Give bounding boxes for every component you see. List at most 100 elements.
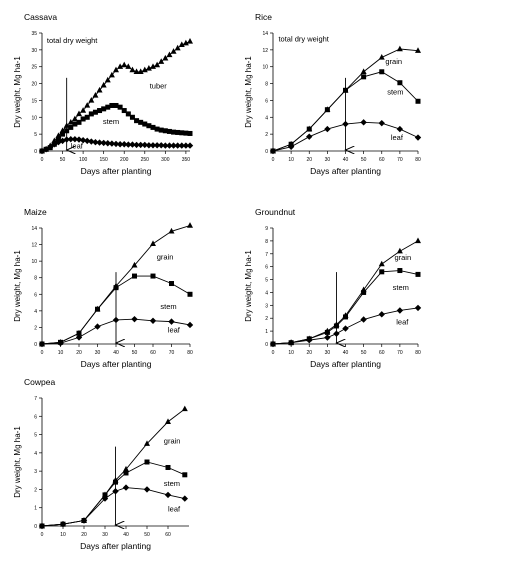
- cassava-leaf-point: [141, 141, 148, 149]
- cassava-leaf-point: [51, 141, 58, 148]
- rice-x-tick-label: 40: [343, 157, 349, 163]
- cowpea-leaf-point: [112, 488, 119, 495]
- cowpea-y-tick-label: 3: [34, 469, 37, 475]
- cowpea-leaf-point: [122, 484, 130, 491]
- cowpea-leaf-point: [143, 486, 151, 493]
- cassava-x-tick-label: 0: [41, 157, 44, 163]
- cassava-leaf-point: [174, 142, 181, 149]
- rice-y-tick-label: 6: [265, 98, 268, 104]
- cowpea-y-tick-label: 1: [34, 506, 37, 512]
- groundnut-x-tick-label: 0: [272, 350, 275, 356]
- rice-x-tick-label: 0: [272, 157, 275, 163]
- cassava-leaf-point: [133, 141, 140, 149]
- cassava-stem-point: [179, 130, 185, 136]
- cassava-total-dry-weight-label: total dry weight: [47, 36, 98, 45]
- cassava-total-dry-weight-point: [158, 58, 165, 64]
- cassava-total-dry-weight-point: [59, 127, 66, 133]
- cassava-leaf-point: [112, 140, 120, 148]
- groundnut-x-axis-label: Days after planting: [310, 359, 381, 369]
- cassava-total-dry-weight-point: [63, 122, 70, 128]
- groundnut-grain-point: [415, 237, 421, 244]
- maize-x-axis-label: Days after planting: [81, 359, 152, 369]
- cassava-total-dry-weight-point: [154, 61, 161, 68]
- cowpea-grain-label: grain: [164, 437, 181, 446]
- groundnut-y-tick-label: 0: [265, 342, 268, 348]
- maize-y-tick-label: 14: [31, 226, 37, 232]
- groundnut-y-tick-label: 2: [265, 316, 268, 322]
- groundnut-y-tick-label: 9: [265, 226, 268, 232]
- maize-stem-point: [95, 306, 100, 312]
- cowpea-x-tick-label: 10: [60, 532, 66, 538]
- groundnut-grain-point: [378, 260, 385, 267]
- cassava-chart: Cassava 0 50 100 150 200 250 300 350 0 5 10 15 20 25 30…: [13, 12, 194, 176]
- groundnut-stem-point: [361, 289, 367, 295]
- maize-stem-point: [169, 281, 174, 287]
- rice-grain-point: [378, 54, 385, 60]
- cowpea-stem-point: [165, 464, 171, 470]
- maize-y-tick-label: 0: [34, 342, 37, 348]
- cowpea-x-tick-label: 50: [144, 532, 150, 538]
- cassava-stem-point: [142, 121, 148, 127]
- cassava-total-dry-weight-point: [170, 48, 177, 54]
- cassava-stem-point: [80, 116, 86, 122]
- cassava-stem-point: [187, 130, 193, 136]
- rice-stem-point: [415, 98, 421, 104]
- cassava-total-dry-weight-point: [100, 81, 107, 88]
- groundnut-x-tick-label: 40: [343, 350, 349, 356]
- groundnut-leaf-point: [333, 330, 340, 337]
- cassava-stem-point: [97, 108, 103, 114]
- rice-x-tick-label: 30: [325, 157, 331, 163]
- maize-stem-point: [76, 330, 82, 336]
- groundnut-title: Groundnut: [255, 207, 296, 217]
- groundnut-leaf-point: [306, 336, 313, 344]
- cassava-x-tick-label: 250: [141, 157, 150, 163]
- cassava-tuber-label: tuber: [150, 82, 168, 91]
- cassava-total-dry-weight-point: [133, 68, 140, 74]
- cassava-x-tick-label: 300: [161, 157, 170, 163]
- groundnut-stem-point: [343, 314, 348, 320]
- groundnut-leaf-label: leaf: [396, 318, 409, 327]
- cassava-total-dry-weight-point: [121, 61, 128, 68]
- rice-total-dry-weight-label: total dry weight: [278, 34, 329, 43]
- maize-x-tick-label: 0: [41, 350, 44, 356]
- groundnut-leaf-point: [360, 316, 367, 323]
- rice-x-tick-label: 80: [415, 157, 421, 163]
- groundnut-x-tick-label: 80: [415, 350, 421, 356]
- groundnut-stem-point: [379, 269, 385, 275]
- cassava-total-dry-weight-point: [125, 63, 132, 69]
- cassava-x-tick-label: 50: [60, 157, 66, 163]
- maize-chart: Maize 0 10 20 30 40 50 60 70 80 0 2 4 6 8 10 12 14 Days af…: [13, 207, 194, 369]
- cassava-stem-point: [105, 104, 111, 110]
- groundnut-y-tick-label: 6: [265, 265, 268, 271]
- cowpea-x-tick-label: 40: [123, 532, 129, 538]
- maize-x-tick-label: 80: [187, 350, 193, 356]
- rice-stem-label: stem: [387, 88, 403, 97]
- cowpea-x-tick-label: 20: [81, 532, 87, 538]
- rice-leaf-point: [342, 120, 349, 128]
- cassava-leaf-point: [121, 141, 128, 148]
- cassava-leaf-point: [170, 142, 177, 149]
- cowpea-x-tick-label: 30: [102, 532, 108, 538]
- cowpea-y-axis-label: Dry weight, Mg ha-1: [13, 426, 22, 498]
- cassava-stem-point: [92, 109, 98, 115]
- cassava-total-dry-weight-point: [84, 102, 91, 108]
- cassava-stem-point: [76, 119, 82, 125]
- groundnut-leaf-point: [396, 307, 404, 314]
- cassava-total-dry-weight-point: [117, 63, 124, 69]
- groundnut-stem-point: [415, 271, 421, 277]
- cassava-stem-point: [68, 124, 74, 130]
- rice-y-tick-label: 2: [265, 132, 268, 138]
- cowpea-stem-label: stem: [164, 479, 180, 488]
- cassava-leaf-point: [84, 137, 91, 145]
- rice-y-axis-label: Dry weight, Mg ha-1: [244, 56, 253, 128]
- rice-y-tick-label: 14: [262, 31, 268, 37]
- maize-leaf-point: [57, 339, 64, 347]
- rice-stem-point: [343, 87, 348, 93]
- cassava-leaf-point: [149, 142, 157, 149]
- maize-grain-label: grain: [157, 252, 174, 261]
- cassava-leaf-point: [71, 136, 79, 143]
- cassava-leaf-point: [104, 140, 111, 147]
- groundnut-y-tick-label: 4: [265, 290, 268, 296]
- cassava-y-tick-label: 35: [31, 31, 37, 37]
